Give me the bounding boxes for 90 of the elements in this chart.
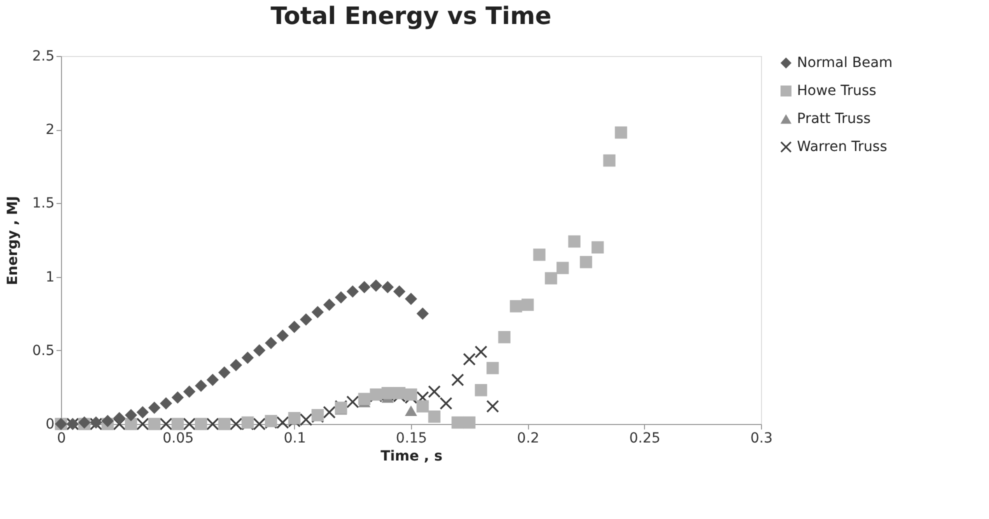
point <box>614 126 628 139</box>
point <box>218 366 230 379</box>
point <box>580 256 592 268</box>
point <box>300 413 312 426</box>
point <box>416 307 429 320</box>
point <box>172 391 184 404</box>
point <box>393 285 406 298</box>
x-tick-label: 0.3 <box>750 430 773 446</box>
point <box>136 406 149 418</box>
point <box>603 154 616 167</box>
point <box>183 385 196 398</box>
point <box>242 352 254 364</box>
point <box>288 412 300 424</box>
legend-label: Howe Truss <box>797 83 876 99</box>
point <box>428 385 440 398</box>
point <box>253 418 266 430</box>
chart-title: Total Energy vs Time <box>270 2 552 30</box>
x-tick-label: 0.25 <box>629 430 660 446</box>
point <box>113 412 126 424</box>
point <box>253 344 266 357</box>
point <box>300 313 312 326</box>
point <box>510 300 522 312</box>
y-tick-label: 1.5 <box>32 196 54 212</box>
point <box>463 416 476 429</box>
point <box>452 416 464 429</box>
point <box>148 402 160 414</box>
legend-label: Normal Beam <box>797 55 893 71</box>
point <box>160 418 172 430</box>
point <box>522 298 534 311</box>
point <box>172 418 184 430</box>
point <box>124 409 138 422</box>
point <box>194 380 208 392</box>
point <box>323 406 336 418</box>
point <box>474 384 488 396</box>
point <box>498 331 510 344</box>
point <box>440 397 452 410</box>
point <box>194 418 208 430</box>
point <box>568 235 580 248</box>
point <box>404 388 418 401</box>
x-tick-label: 0.2 <box>517 430 540 446</box>
point <box>404 292 418 306</box>
legend-label: Pratt Truss <box>797 111 871 127</box>
point <box>334 291 348 304</box>
point <box>323 298 336 311</box>
point <box>556 262 569 274</box>
point <box>136 418 149 430</box>
point <box>533 248 546 261</box>
point <box>544 272 558 284</box>
point <box>370 280 382 292</box>
point <box>276 416 289 429</box>
y-tick-label: 0 <box>46 416 54 432</box>
x-tick-label: 0.1 <box>284 430 306 446</box>
point <box>218 418 230 430</box>
point <box>358 280 370 294</box>
point <box>463 353 476 366</box>
x-tick-label: 0.05 <box>162 430 194 446</box>
point <box>486 362 499 374</box>
point <box>393 386 406 400</box>
point <box>416 400 429 412</box>
point <box>206 374 219 386</box>
point <box>346 285 359 298</box>
y-axis-title: Energy , MJ <box>5 196 22 286</box>
y-tick-label: 2 <box>46 122 54 138</box>
point <box>452 374 464 386</box>
y-tick-label: 2.5 <box>32 48 54 64</box>
point <box>230 418 242 430</box>
point <box>206 418 219 430</box>
point <box>592 241 604 254</box>
point <box>346 396 359 408</box>
point <box>474 346 488 358</box>
x-axis-title: Time , s <box>380 448 442 464</box>
point <box>102 414 114 428</box>
point <box>288 320 300 333</box>
x-tick-label: 0.15 <box>396 430 428 446</box>
legend-label: Warren Truss <box>797 139 888 155</box>
point <box>382 280 394 294</box>
point <box>404 405 418 416</box>
x-tick-label: 0 <box>57 430 66 446</box>
point <box>183 418 196 430</box>
point <box>148 418 160 430</box>
y-tick-label: 1 <box>46 269 54 286</box>
point <box>230 358 242 372</box>
point <box>428 410 440 423</box>
point <box>276 330 289 342</box>
y-tick-label: 0.5 <box>32 342 54 359</box>
point <box>358 392 370 406</box>
point <box>160 397 172 410</box>
point <box>486 400 499 412</box>
point <box>312 306 324 318</box>
point <box>264 336 278 350</box>
